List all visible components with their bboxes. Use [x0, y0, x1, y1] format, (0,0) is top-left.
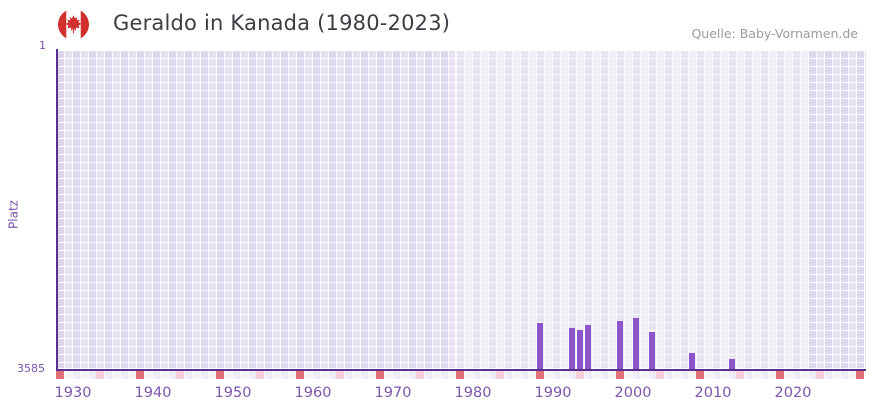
plot-background-before-range [57, 51, 456, 369]
plot-background-data-range [456, 51, 808, 369]
year-marker-1970 [376, 371, 384, 379]
year-marker-1995 [576, 371, 584, 379]
year-marker-2000 [616, 371, 624, 379]
x-tick-label-2020: 2020 [774, 385, 812, 401]
plot-background-after-range [808, 51, 866, 369]
y-axis-line [56, 49, 58, 371]
year-marker-1945 [176, 371, 184, 379]
year-marker-2010 [696, 371, 704, 379]
year-marker-1975 [416, 371, 424, 379]
year-marker-1940 [136, 371, 144, 379]
year-marker-1980 [456, 371, 464, 379]
year-marker-1990 [536, 371, 544, 379]
year-marker-1965 [336, 371, 344, 379]
bar-1994 [569, 328, 575, 369]
x-tick-label-1970: 1970 [374, 385, 412, 401]
year-marker-1950 [216, 371, 224, 379]
x-tick-label-1930: 1930 [54, 385, 92, 401]
year-marker-2015 [736, 371, 744, 379]
bar-2000 [617, 320, 623, 369]
year-marker-1985 [496, 371, 504, 379]
year-marker-1955 [256, 371, 264, 379]
source-attribution: Quelle: Baby-Vornamen.de [691, 26, 858, 41]
y-axis-title: Platz [6, 200, 21, 229]
year-marker-row [56, 371, 866, 379]
bar-1995 [577, 329, 583, 369]
x-tick-label-2010: 2010 [694, 385, 732, 401]
y-tick-label-bottom: 3585 [17, 362, 45, 375]
x-tick-label-1990: 1990 [534, 385, 572, 401]
plot-area [57, 51, 866, 369]
x-tick-label-2000: 2000 [614, 385, 652, 401]
y-tick-label-top: 1 [39, 39, 46, 52]
x-tick-label-1980: 1980 [454, 385, 492, 401]
year-marker-2020 [776, 371, 784, 379]
x-tick-label-1960: 1960 [294, 385, 332, 401]
bar-2014 [729, 359, 735, 369]
x-tick-label-1940: 1940 [134, 385, 172, 401]
x-tick-label-1950: 1950 [214, 385, 252, 401]
year-marker-1935 [96, 371, 104, 379]
canada-flag-icon [58, 9, 89, 40]
year-marker-1960 [296, 371, 304, 379]
bar-2009 [689, 352, 695, 369]
bar-1990 [537, 323, 543, 369]
bar-1996 [585, 325, 591, 369]
chart-title: Geraldo in Kanada (1980-2023) [113, 11, 451, 35]
year-marker-2025 [816, 371, 824, 379]
bar-2002 [633, 317, 639, 369]
x-axis-labels: 1930 1940 1950 1960 1970 1980 1990 2000 2010 2020 [55, 385, 866, 403]
x-axis-line [56, 369, 866, 371]
year-marker-1930 [56, 371, 64, 379]
year-marker-2030 [856, 371, 864, 379]
bar-2004 [649, 332, 655, 369]
year-marker-2005 [656, 371, 664, 379]
